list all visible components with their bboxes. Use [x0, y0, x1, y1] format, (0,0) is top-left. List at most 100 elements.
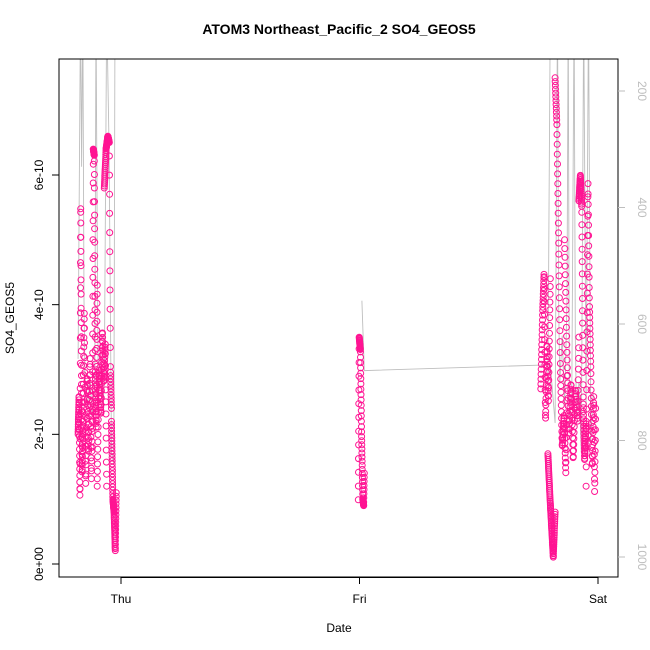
data-point-32 [76, 485, 84, 493]
data-point-735 [553, 150, 561, 158]
data-point-876 [574, 365, 582, 373]
data-point-1025 [590, 414, 598, 422]
data-points-layer [74, 74, 600, 561]
data-point-246 [94, 438, 102, 446]
data-point-1034 [591, 458, 599, 466]
data-point-319 [103, 482, 111, 490]
data-point-738 [554, 180, 562, 188]
data-point-918 [578, 282, 586, 290]
data-point-232 [93, 344, 101, 352]
data-point-562 [537, 375, 545, 383]
data-point-707 [550, 536, 558, 544]
data-point-925 [579, 368, 587, 376]
data-point-104 [82, 479, 90, 487]
data-point-471 [112, 518, 120, 526]
data-point-470 [112, 522, 120, 530]
data-point-557 [360, 477, 368, 485]
data-point-815 [563, 364, 571, 372]
data-point-48 [77, 262, 85, 270]
data-point-912 [578, 208, 586, 216]
data-point-313 [102, 410, 110, 418]
data-point-306 [101, 343, 109, 351]
data-point-129 [85, 437, 93, 445]
data-point-701 [549, 550, 557, 557]
y-tick-label-3: 6e-10 [32, 159, 46, 190]
data-point-816 [564, 371, 571, 379]
data-point-981 [585, 232, 593, 239]
x-tick-label-2: Sat [589, 592, 608, 606]
data-point-801 [561, 245, 569, 253]
data-point-629 [545, 353, 553, 361]
data-point-635 [546, 306, 554, 314]
data-point-408 [108, 444, 116, 452]
y-axis: 0e+00 2e-10 4e-10 6e-10 [32, 159, 59, 581]
data-point-95 [81, 354, 89, 362]
data-point-781 [560, 420, 568, 427]
data-point-720 [551, 74, 559, 82]
data-point-949 [581, 442, 589, 450]
data-point-467 [112, 533, 119, 541]
data-point-742 [554, 219, 562, 227]
data-point-1002 [587, 386, 595, 394]
data-point-945 [581, 452, 589, 460]
data-point-580 [539, 293, 547, 301]
data-point-525 [358, 437, 366, 445]
data-point-727 [552, 101, 560, 109]
data-point-579 [539, 297, 547, 305]
data-point-917 [578, 270, 586, 278]
data-point-913 [578, 221, 586, 229]
data-point-731 [553, 116, 561, 124]
data-point-39 [76, 309, 84, 317]
data-point-514 [357, 380, 365, 388]
data-point-519 [357, 407, 365, 415]
data-point-71 [78, 452, 86, 460]
data-point-1033 [591, 468, 599, 476]
data-point-308 [101, 350, 109, 358]
data-point-405 [108, 434, 116, 442]
data-point-810 [562, 323, 570, 331]
data-point-753 [556, 338, 564, 346]
data-point-601 [542, 408, 550, 415]
x-axis: Thu Fri Sat [111, 577, 608, 606]
data-point-838 [568, 395, 575, 403]
data-point-47 [77, 247, 85, 255]
data-point-78 [79, 422, 87, 430]
y2-axis: 200 400 600 800 1000 [618, 81, 649, 571]
data-point-522 [358, 423, 365, 431]
data-point-70 [78, 457, 86, 465]
data-point-380 [106, 229, 114, 237]
data-point-238 [93, 290, 101, 298]
data-point-871 [574, 417, 581, 425]
data-point-243 [94, 460, 101, 468]
data-point-507 [356, 346, 364, 353]
data-point-274 [97, 394, 105, 402]
data-point-197 [91, 225, 99, 233]
data-point-619 [544, 377, 552, 385]
data-point-922 [579, 331, 587, 339]
data-point-508 [356, 348, 364, 356]
data-point-923 [579, 344, 587, 352]
data-point-705 [550, 540, 558, 548]
data-point-759 [557, 388, 565, 396]
data-point-976 [584, 180, 592, 188]
data-point-479 [112, 489, 120, 497]
data-point-734 [553, 140, 561, 148]
data-point-413 [108, 460, 116, 468]
data-point-927 [579, 393, 587, 401]
data-point-419 [109, 480, 117, 488]
data-point-302 [101, 357, 109, 364]
data-point-800 [561, 236, 569, 244]
data-point-390 [107, 375, 115, 383]
data-point-1032 [591, 479, 599, 487]
data-point-588 [540, 273, 548, 281]
data-point-284 [99, 329, 106, 337]
data-point-474 [112, 507, 120, 515]
data-point-201 [91, 279, 99, 287]
data-point-921 [579, 319, 587, 327]
data-point-954 [582, 430, 590, 438]
data-point-709 [550, 531, 558, 539]
data-point-175 [89, 160, 97, 168]
data-point-400 [108, 417, 115, 425]
chart-title: ATOM3 Northeast_Pacific_2 SO4_GEOS5 [202, 21, 476, 37]
data-point-174 [89, 179, 97, 187]
